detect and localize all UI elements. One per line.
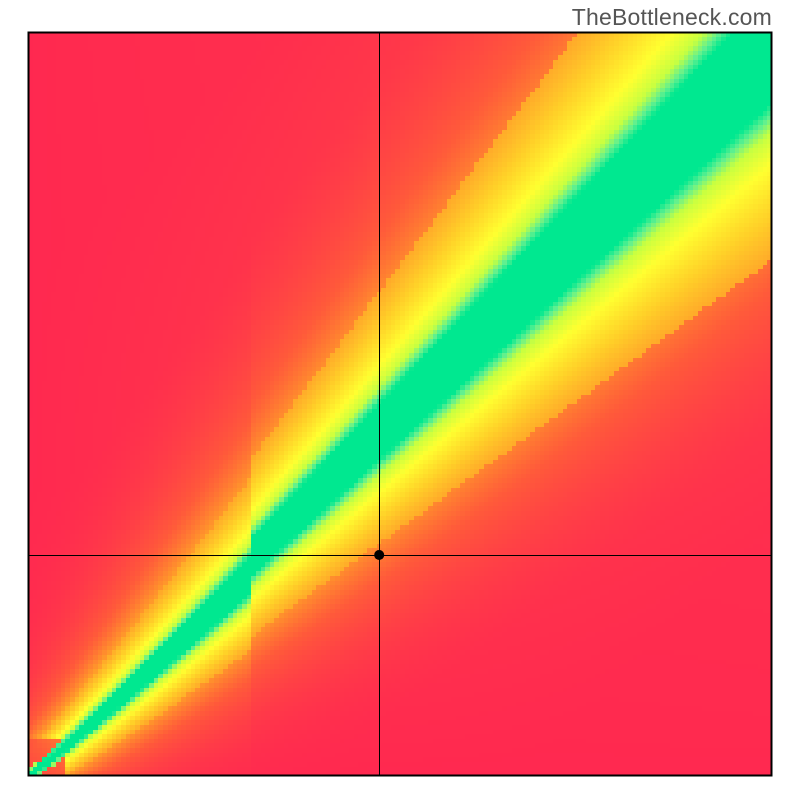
attribution-label: TheBottleneck.com [572,4,772,31]
bottleneck-heatmap [0,0,800,800]
chart-container: TheBottleneck.com [0,0,800,800]
